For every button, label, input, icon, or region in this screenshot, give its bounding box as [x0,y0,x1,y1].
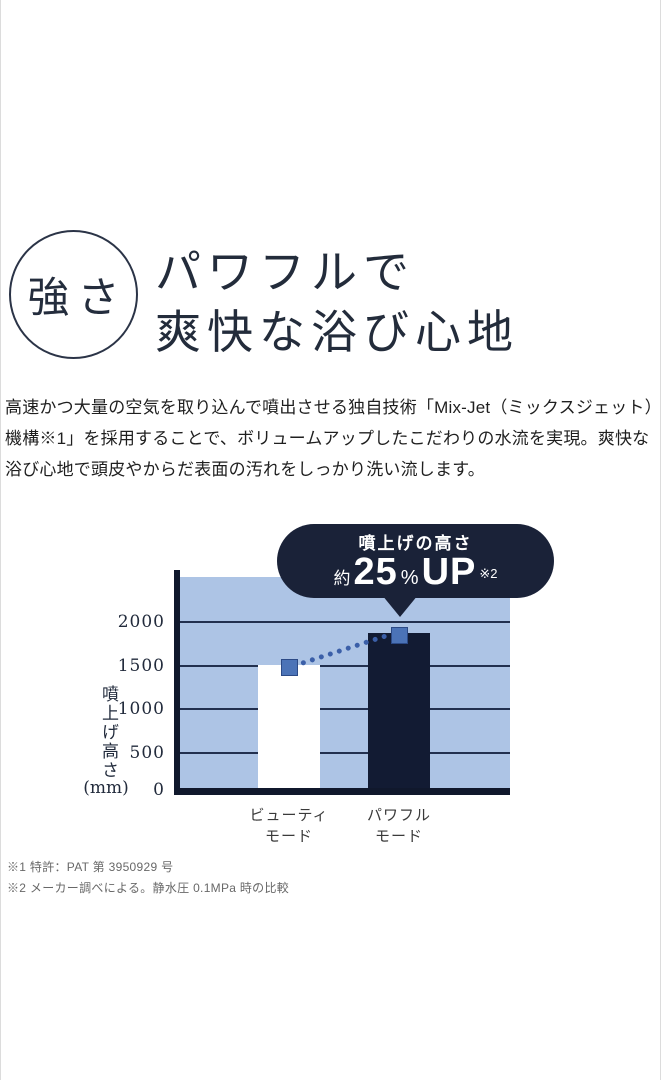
x-label-powerful-mode: パワフル モード [337,805,461,847]
callout-value: 25 [353,551,398,593]
callout-bubble: 噴上げの高さ 約 25 % UP ※2 [277,524,554,598]
x-axis-line [174,788,510,795]
page-title-line1: パワフルで [155,247,415,298]
x-label-line: パワフル [366,807,431,824]
description-line: 浴び心地で頭皮やからだ表面の汚れをしっかり洗い流します。 [5,460,485,479]
x-label-line: ビューティ [249,807,329,824]
gridline-2000 [177,621,510,623]
marker-beauty-mode [281,659,298,676]
y-tick-0: 0 [153,780,165,800]
plot-area [177,577,510,793]
x-label-line: モード [264,828,313,845]
callout-footnote-ref: ※2 [479,566,498,581]
callout-value-row: 約 25 % UP ※2 [277,553,554,598]
bar-powerful-mode [368,633,430,788]
footnotes: ※1 特許：PAT 第 3950929 号 ※2 メーカー調べによる。静水圧 0… [7,857,289,899]
gridline-1500 [177,665,510,667]
page-right-border [660,0,661,1080]
description-line: 機構※1」を採用することで、ボリュームアップしたこだわりの水流を実現。爽快な [5,429,650,448]
spray-height-bar-chart: 2000 1500 1000 500 0 噴上げ高さ (mm) 噴上げの高さ 約… [0,515,667,860]
footnote-2: ※2 メーカー調べによる。静水圧 0.1MPa 時の比較 [7,881,290,895]
y-tick-500: 500 [129,743,165,763]
description-line: 高速かつ大量の空気を取り込んで噴出させる独自技術「Mix-Jet（ミックスジェッ… [5,398,662,417]
y-axis-unit: (mm) [83,778,129,798]
page-title: パワフルで 爽快な浴び心地 [155,243,519,363]
y-tick-1000: 1000 [117,699,165,719]
footnote-1: ※1 特許：PAT 第 3950929 号 [7,860,174,874]
x-label-beauty-mode: ビューティ モード [227,805,351,847]
strength-badge-label: 強さ [27,276,128,322]
y-tick-1500: 1500 [117,656,165,676]
page-title-line2: 爽快な浴び心地 [155,307,519,358]
description-text: 高速かつ大量の空気を取り込んで噴出させる独自技術「Mix-Jet（ミックスジェッ… [5,392,665,485]
x-label-line: モード [374,828,423,845]
gridline-1000 [177,708,510,710]
callout-percent: % [400,567,419,589]
y-axis-line [174,570,180,795]
y-axis-title: 噴上げ高さ [98,685,118,780]
callout-title: 噴上げの高さ [358,534,473,553]
y-tick-2000: 2000 [117,612,165,632]
marker-powerful-mode [391,627,408,644]
callout-approx: 約 [333,569,351,588]
callout-pointer [382,595,418,617]
page-left-border [0,0,1,1080]
callout-up: UP [421,551,477,593]
gridline-500 [177,752,510,754]
strength-badge: 強さ [9,230,138,359]
bar-beauty-mode [258,665,320,788]
